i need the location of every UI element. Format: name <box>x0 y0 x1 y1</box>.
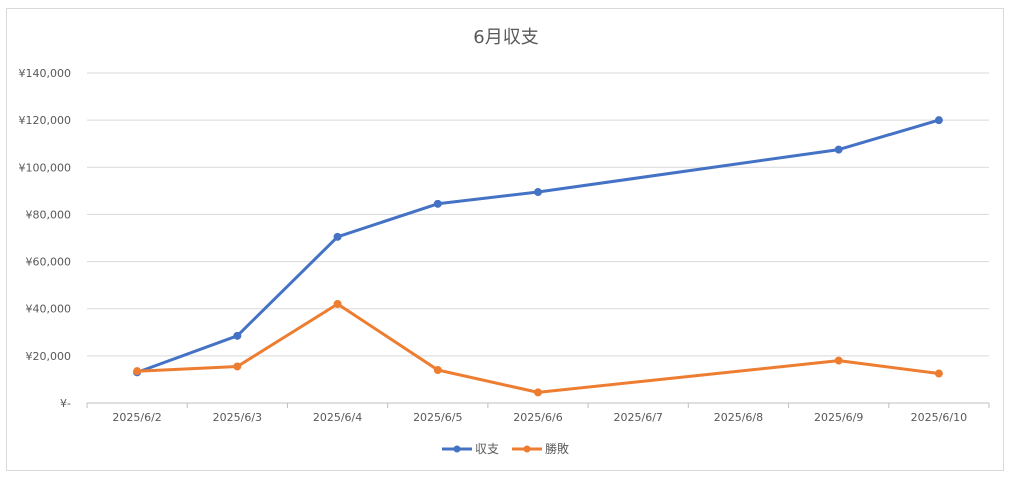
x-tick-label: 2025/6/8 <box>714 411 763 424</box>
y-axis-ticks: ¥- ¥20,000 ¥40,000 ¥60,000 ¥80,000 ¥100,000 ¥1… <box>19 67 72 410</box>
y-tick-label: ¥60,000 <box>26 256 72 269</box>
legend: 収支 勝敗 <box>442 441 569 456</box>
y-tick-label: ¥140,000 <box>19 67 72 80</box>
x-tick-label: 2025/6/2 <box>112 411 161 424</box>
y-tick-label: ¥20,000 <box>26 350 72 363</box>
x-axis: 2025/6/2 2025/6/3 2025/6/4 2025/6/5 2025/6/6… <box>86 402 990 424</box>
data-point <box>233 362 242 371</box>
x-tick-label: 2025/6/7 <box>614 411 663 424</box>
x-tick-label: 2025/6/3 <box>213 411 262 424</box>
y-tick-label: ¥120,000 <box>19 114 72 127</box>
x-tick-label: 2025/6/10 <box>911 411 967 424</box>
data-point <box>333 300 342 308</box>
data-point <box>433 199 442 208</box>
x-tick-label: 2025/6/9 <box>814 411 863 424</box>
data-point <box>133 367 142 376</box>
y-tick-label: ¥- <box>60 397 71 410</box>
data-point <box>433 366 442 374</box>
data-point <box>834 356 843 365</box>
y-tick-label: ¥40,000 <box>26 303 72 316</box>
y-tick-label: ¥80,000 <box>26 208 72 221</box>
data-point <box>934 369 943 378</box>
chart-title: 6月収支 <box>473 27 538 48</box>
x-tick-label: 2025/6/4 <box>313 411 362 424</box>
data-point <box>834 145 843 154</box>
data-point <box>934 116 943 125</box>
y-tick-label: ¥100,000 <box>19 161 72 174</box>
gridlines <box>87 72 989 357</box>
legend-swatch-marker <box>453 445 461 453</box>
x-tick-label: 2025/6/5 <box>413 411 462 424</box>
legend-swatch-marker <box>523 445 531 453</box>
series-group <box>133 116 943 397</box>
x-tick-label: 2025/6/6 <box>513 411 562 424</box>
series-line <box>135 118 941 374</box>
data-point <box>233 331 242 340</box>
data-point <box>534 188 542 197</box>
legend-label: 収支 <box>475 442 499 456</box>
data-point <box>534 388 542 397</box>
chart-frame <box>6 8 1004 471</box>
data-point <box>333 232 342 241</box>
legend-label: 勝敗 <box>545 441 569 456</box>
